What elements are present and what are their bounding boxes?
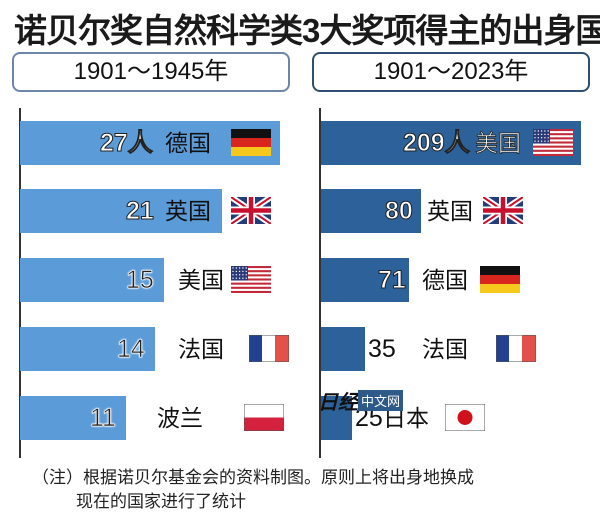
bar [321, 396, 353, 440]
flag-germany-icon [480, 266, 520, 293]
flag-france-icon [248, 334, 290, 363]
footnote-line-1: （注）根据诺贝尔基金会的资料制图。原则上将出身地换成 [32, 468, 474, 487]
category-label: 波兰 [157, 405, 203, 431]
category-label: 法国 [422, 336, 468, 362]
bar [20, 327, 155, 371]
data-label: 11 [90, 404, 117, 433]
axis-right [319, 108, 321, 458]
flag-usa-icon [533, 129, 573, 156]
bar [321, 189, 421, 233]
data-label: 71 [378, 266, 407, 295]
category-label: 德国 [422, 267, 468, 293]
flag-germany-icon [231, 129, 271, 156]
bar [20, 258, 165, 302]
category-label: 英国 [427, 198, 473, 224]
chart-title: 诺贝尔奖自然科学类3大奖项得主的出身国 [14, 12, 600, 49]
category-label: 英国 [165, 198, 211, 224]
panel-title-right: 1901～2023年 [312, 52, 590, 92]
data-label: 15 [126, 266, 154, 295]
watermark-logo: 日经 [318, 392, 358, 414]
flag-poland-icon [243, 403, 285, 432]
category-label: 美国 [178, 267, 224, 293]
flag-uk-icon [481, 194, 525, 227]
footnote-line-2: 现在的国家进行了统计 [76, 492, 246, 511]
category-label: 美国 [475, 130, 522, 157]
bar [20, 189, 223, 233]
category-label: 法国 [178, 336, 224, 362]
data-label: 209人 [403, 129, 471, 158]
watermark: 日经 中文网 [318, 386, 404, 415]
category-label: 德国 [165, 130, 211, 156]
footnote: （注）根据诺贝尔基金会的资料制图。原则上将出身地换成 现在的国家进行了统计 [32, 466, 474, 514]
bar [321, 258, 410, 302]
data-label: 35 [368, 335, 396, 363]
data-label: 14 [117, 335, 145, 364]
data-label: 21 [126, 197, 155, 226]
data-label: 27人 [100, 129, 154, 158]
flag-uk-icon [229, 194, 273, 227]
panel-title-left: 1901～1945年 [12, 52, 290, 92]
flag-france-icon [495, 334, 537, 363]
bar [20, 396, 126, 440]
bar [321, 327, 365, 371]
flag-japan-icon [444, 403, 486, 432]
flag-usa-icon [231, 266, 271, 293]
watermark-tag: 中文网 [358, 390, 404, 411]
data-label: 80 [385, 197, 414, 226]
